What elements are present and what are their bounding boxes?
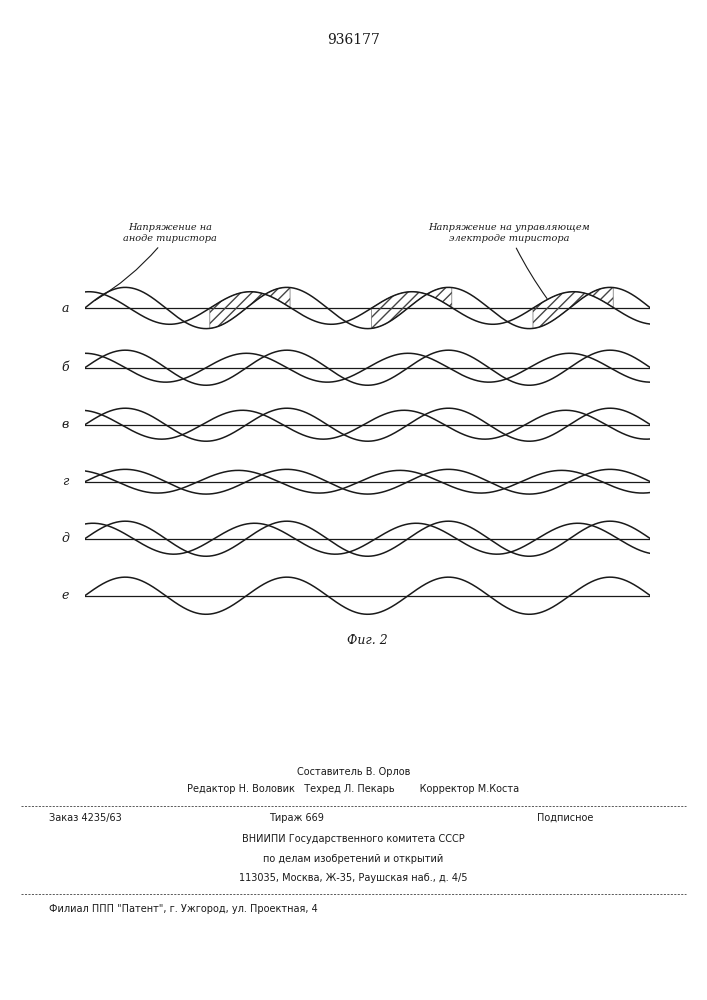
Text: Тираж 669: Тираж 669 <box>269 813 325 823</box>
Text: в: в <box>62 418 69 431</box>
Text: Редактор Н. Воловик   Техред Л. Пекарь        Корректор М.Коста: Редактор Н. Воловик Техред Л. Пекарь Кор… <box>187 784 520 794</box>
Text: г: г <box>62 475 69 488</box>
Text: 113035, Москва, Ж-35, Раушская наб., д. 4/5: 113035, Москва, Ж-35, Раушская наб., д. … <box>239 873 468 883</box>
Text: Подписное: Подписное <box>537 813 594 823</box>
Text: Напряжение на
аноде тиристора: Напряжение на аноде тиристора <box>95 223 216 300</box>
Text: 936177: 936177 <box>327 33 380 47</box>
Text: б: б <box>62 361 69 374</box>
Text: Напряжение на управляющем
электроде тиристора: Напряжение на управляющем электроде тири… <box>428 223 590 299</box>
Text: д: д <box>61 532 69 545</box>
Text: Филиал ППП "Патент", г. Ужгород, ул. Проектная, 4: Филиал ППП "Патент", г. Ужгород, ул. Про… <box>49 904 318 914</box>
Text: е: е <box>62 589 69 602</box>
Text: ВНИИПИ Государственного комитета СССР: ВНИИПИ Государственного комитета СССР <box>242 834 465 844</box>
Text: по делам изобретений и открытий: по делам изобретений и открытий <box>264 854 443 864</box>
Text: Составитель В. Орлов: Составитель В. Орлов <box>297 767 410 777</box>
Text: Заказ 4235/63: Заказ 4235/63 <box>49 813 122 823</box>
Text: а: а <box>62 302 69 314</box>
Text: Фиг. 2: Фиг. 2 <box>347 634 388 647</box>
